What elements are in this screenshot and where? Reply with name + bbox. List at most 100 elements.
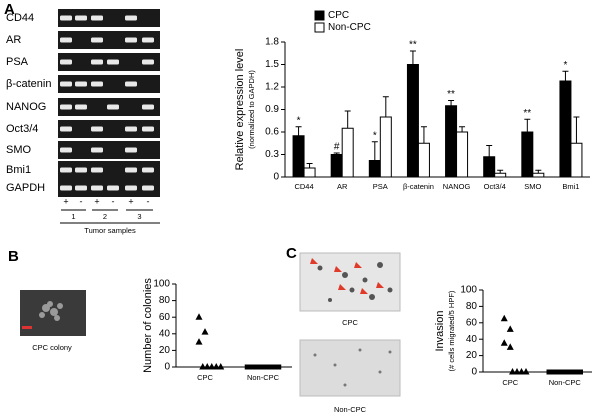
gel-band	[60, 37, 72, 43]
invasion-arrows	[310, 258, 384, 294]
data-point	[569, 369, 574, 375]
data-point	[509, 368, 516, 375]
gel-band	[107, 59, 119, 65]
lane-sign: +	[94, 196, 99, 206]
invasion-cells	[317, 262, 393, 302]
data-point	[513, 368, 521, 375]
significance: *	[563, 60, 567, 71]
y-axis-label: Invasion	[434, 311, 446, 352]
gel-band	[91, 37, 103, 43]
bar	[494, 172, 507, 178]
sample-label: 3	[137, 212, 141, 221]
data-point	[578, 369, 583, 375]
y-tick-label: 60	[159, 312, 171, 323]
gel-band	[60, 185, 72, 191]
y-tick-label: 0	[164, 362, 170, 373]
data-point	[518, 368, 525, 375]
bar	[341, 127, 354, 178]
lane-sign: -	[80, 196, 83, 206]
data-point	[199, 363, 207, 370]
x-tick-label: CPC	[502, 378, 518, 387]
sample-label: 2	[103, 212, 107, 221]
data-point	[208, 363, 216, 370]
bar	[521, 131, 534, 178]
gene-label: CD44	[6, 12, 34, 24]
gel-band	[142, 104, 154, 110]
x-tick-label: CPC	[197, 373, 213, 382]
data-point	[522, 368, 530, 375]
gel-lane	[58, 141, 160, 159]
bar	[292, 135, 305, 178]
gel-band	[60, 15, 72, 21]
data-point	[500, 339, 508, 346]
data-point	[203, 363, 211, 370]
data-point	[253, 364, 259, 370]
gel-lane	[58, 161, 160, 179]
y-tick-label: 80	[159, 295, 171, 306]
y-tick-label: 0	[273, 172, 279, 183]
data-point	[276, 364, 282, 370]
invasion-image	[299, 339, 401, 397]
x-tick-label: AR	[337, 182, 348, 191]
significance: **	[409, 40, 417, 51]
y-tick-label: 20	[466, 350, 478, 361]
data-point	[212, 363, 220, 370]
x-tick-label: β-catenin	[403, 182, 434, 191]
significance: *	[373, 130, 377, 141]
gel-caption: Tumor samples	[84, 226, 136, 235]
data-point	[249, 364, 255, 370]
gel-band	[125, 37, 137, 43]
gene-label: GAPDH	[6, 182, 45, 194]
y-tick-label: 100	[460, 285, 477, 296]
gel-band	[60, 147, 72, 153]
gel-band	[91, 185, 103, 191]
x-tick-label: Non-CPC	[247, 373, 280, 382]
panel-label: C	[286, 245, 297, 262]
gel-lane	[58, 31, 160, 49]
data-point	[217, 363, 225, 370]
panel-label: A	[4, 1, 15, 18]
gel-band	[91, 126, 103, 132]
bar	[330, 154, 343, 178]
data-point	[506, 343, 514, 350]
y-tick-label: 80	[466, 301, 478, 312]
gel-band	[91, 59, 103, 65]
x-tick-label: PSA	[373, 182, 388, 191]
y-tick-label: 0.3	[265, 149, 279, 160]
gel-band	[142, 59, 154, 65]
gel-band	[125, 185, 137, 191]
x-tick-label: Oct3/4	[484, 182, 506, 191]
data-point	[546, 369, 552, 375]
gel-band	[91, 81, 103, 87]
y-axis-sublabel: (normalized to GAPDH)	[247, 70, 256, 149]
gel-lane	[58, 75, 160, 93]
sample-label: 1	[71, 212, 75, 221]
gel-band	[142, 167, 154, 173]
gene-label: Oct3/4	[6, 123, 38, 135]
bar	[570, 142, 583, 178]
y-tick-label: 60	[466, 317, 478, 328]
gel-band	[142, 185, 154, 191]
gel-band	[60, 104, 72, 110]
image-caption: Non-CPC	[334, 405, 367, 414]
y-tick-label: 40	[159, 328, 171, 339]
gel-band	[125, 167, 137, 173]
bar	[559, 80, 572, 178]
data-point	[506, 325, 514, 332]
gene-label: SMO	[6, 144, 32, 156]
y-tick-label: 1.5	[265, 59, 279, 70]
data-point	[573, 369, 579, 375]
image-caption: CPC colony	[32, 343, 72, 352]
bar	[379, 116, 392, 178]
y-tick-label: 0.6	[265, 127, 279, 138]
gel-band	[91, 15, 103, 21]
legend-swatch	[314, 22, 325, 33]
data-point	[258, 364, 264, 370]
data-point	[195, 313, 203, 320]
bar	[368, 160, 381, 178]
colony-cells	[39, 301, 63, 321]
y-axis-label: Relative expression level	[234, 49, 246, 171]
lane-sign: -	[112, 196, 115, 206]
